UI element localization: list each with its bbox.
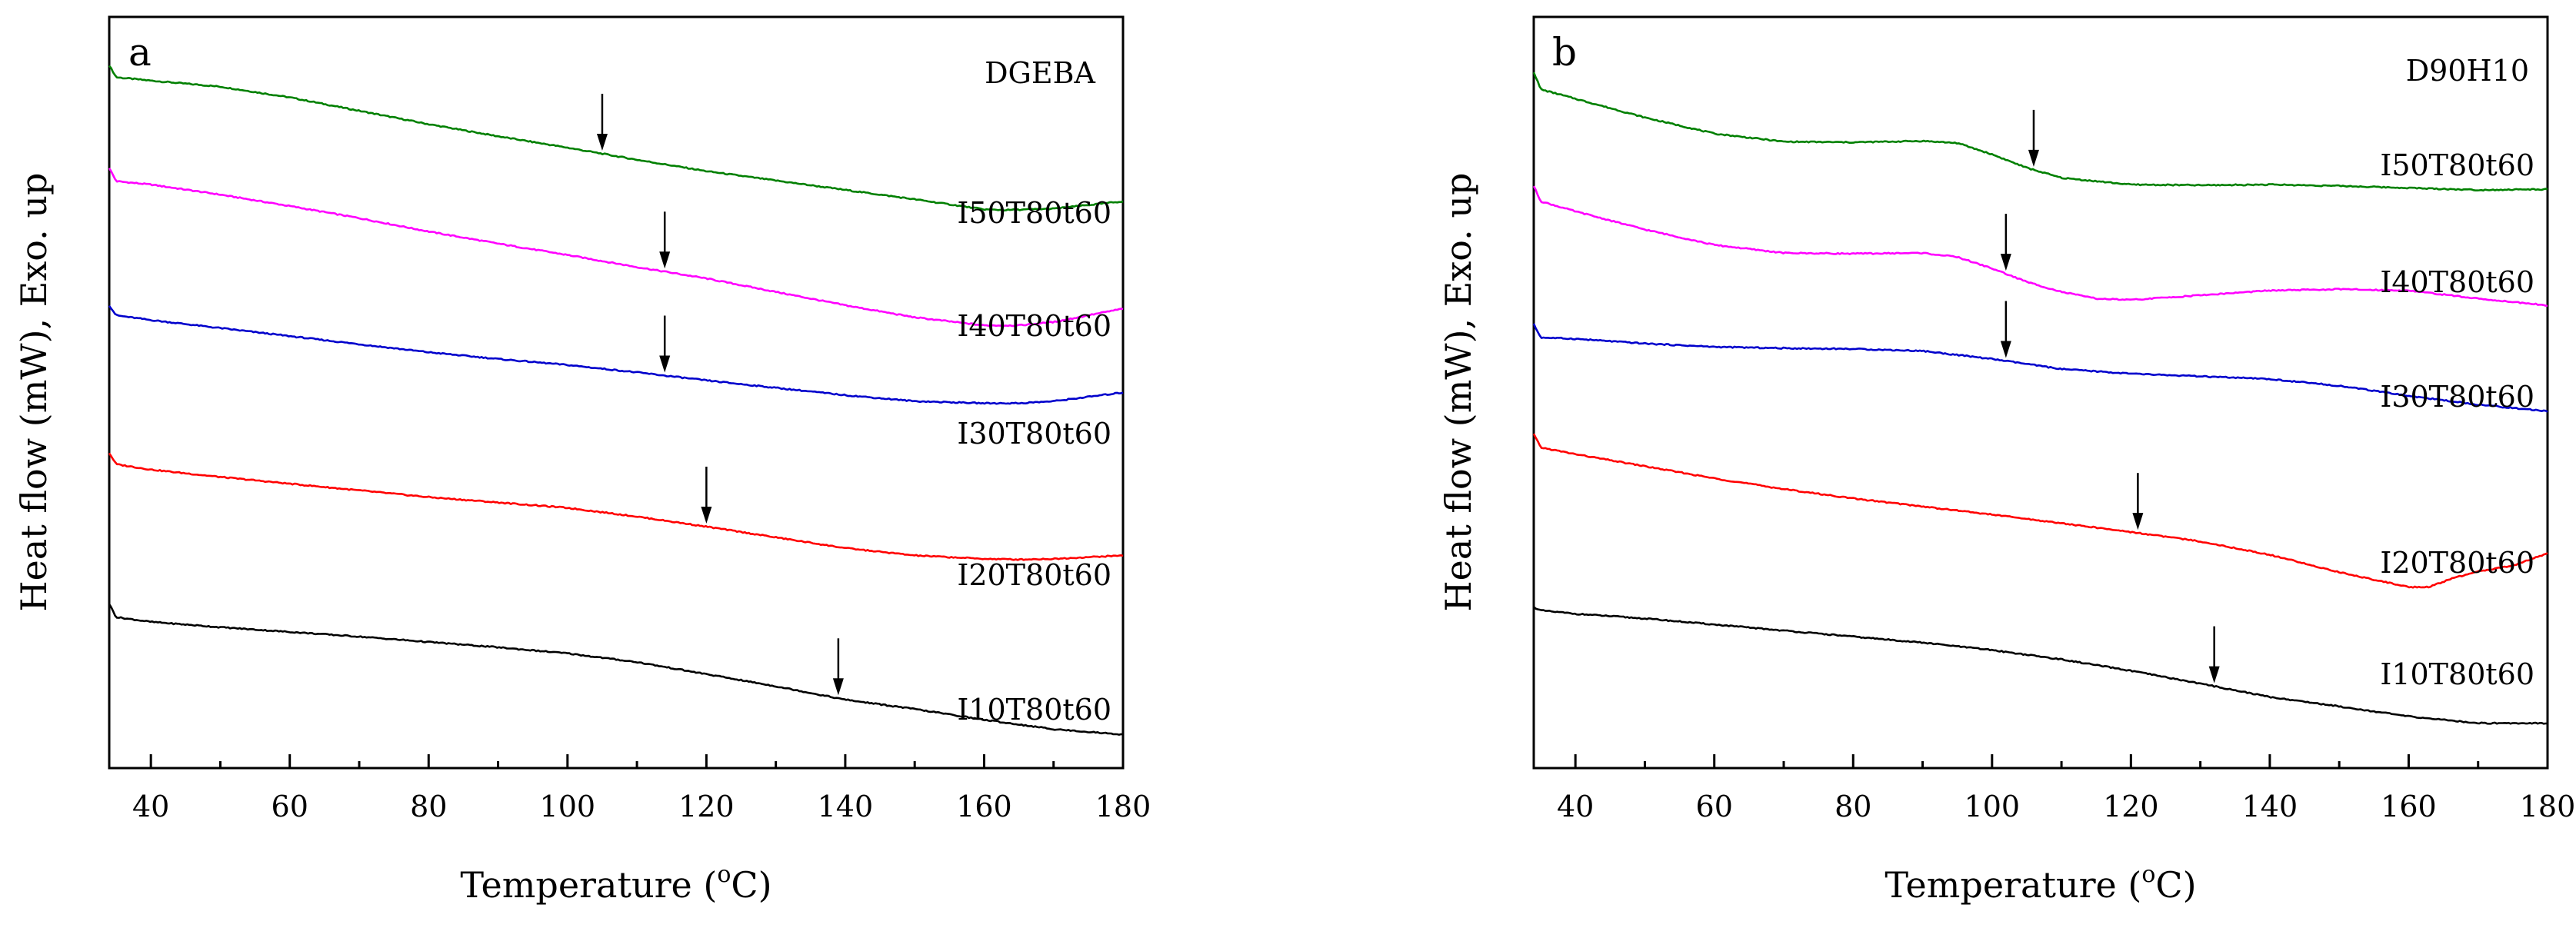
legend-label-series-1: I50T80t60: [957, 196, 1111, 230]
chart-panel-a: 40 60 80 100 120 140 160 180 a DGEBA I50T80t60 …: [13, 15, 1151, 906]
legend-label-series-2: I40T80t60: [2380, 265, 2534, 299]
x-axis-label-unit: C): [2155, 864, 2196, 906]
legend-label-series-3: I30T80t60: [957, 417, 1111, 451]
series-line-I10T80t60: [108, 604, 1124, 736]
x-axis-label-degree: o: [717, 861, 731, 888]
series-line-I50T80t60: [108, 65, 1124, 212]
legend-label-series-5: I10T80t60: [2380, 657, 2534, 691]
tg-arrow-head: [2000, 341, 2011, 358]
series-line-I20T80t60: [108, 452, 1124, 561]
x-tick-label: 80: [410, 790, 447, 823]
x-tick-label: 100: [1964, 790, 2021, 823]
x-tick-label: 60: [272, 790, 308, 823]
tg-arrow-head: [2000, 254, 2011, 271]
tg-arrow-head: [659, 251, 671, 269]
series-line-I40T80t60: [108, 168, 1124, 328]
x-axis-label: Temperature (oC): [460, 861, 771, 906]
series-line-I50T80t60: [1532, 72, 2548, 192]
x-tick-label: 180: [1095, 790, 1151, 823]
x-axis-ticks: 40 60 80 100 120 140 160 180: [1557, 754, 2575, 823]
tg-arrow-head: [701, 506, 712, 524]
x-tick-label: 120: [2103, 790, 2159, 823]
tg-arrow-head: [2208, 666, 2220, 684]
x-tick-label: 180: [2520, 790, 2576, 823]
series-line-I10T80t60: [1533, 606, 2548, 725]
x-tick-label: 40: [132, 790, 169, 823]
tg-arrow-head: [2132, 513, 2144, 531]
x-tick-label: 160: [2381, 790, 2437, 823]
legend-label-series-4: I20T80t60: [2380, 546, 2534, 580]
x-axis-label-unit: C): [731, 864, 771, 906]
y-axis-label: Heat flow (mW), Exo. up: [1438, 172, 1479, 611]
tg-arrow-head: [596, 133, 608, 151]
legend-label-series-3: I30T80t60: [2380, 380, 2534, 414]
series-line-I30T80t60: [108, 305, 1124, 405]
glass-transition-arrows: [596, 93, 844, 696]
series-line-I30T80t60: [1532, 323, 2548, 413]
x-axis-label-degree: o: [2141, 861, 2155, 888]
x-tick-label: 80: [1835, 790, 1871, 823]
x-tick-label: 100: [540, 790, 596, 823]
series-lines: [108, 65, 1124, 736]
plot-frame: [108, 15, 1125, 770]
series-line-I20T80t60: [1532, 433, 2548, 589]
x-tick-label: 140: [818, 790, 874, 823]
y-axis-label: Heat flow (mW), Exo. up: [13, 172, 55, 611]
legend-label-series-5: I10T80t60: [957, 693, 1111, 727]
tg-arrow-head: [659, 355, 671, 373]
x-tick-label: 160: [956, 790, 1012, 823]
x-tick-label: 60: [1696, 790, 1733, 823]
glass-transition-arrows: [2000, 109, 2220, 684]
legend-label-series-1: I50T80t60: [2380, 148, 2534, 182]
x-tick-label: 140: [2242, 790, 2298, 823]
tg-arrow-head: [832, 678, 844, 696]
panel-label: a: [128, 30, 152, 75]
panel-title: DGEBA: [985, 56, 1095, 90]
x-axis-label-main: Temperature (: [1885, 864, 2141, 906]
legend-label-series-2: I40T80t60: [957, 309, 1111, 343]
x-tick-label: 120: [678, 790, 735, 823]
x-axis-ticks: 40 60 80 100 120 140 160 180: [132, 754, 1151, 823]
panel-label: b: [1552, 30, 1577, 75]
series-line-I40T80t60: [1532, 185, 2548, 308]
chart-panel-b: 40 60 80 100 120 140 160 180 b D90H10 I50T80t60…: [1438, 15, 2575, 906]
x-axis-label-main: Temperature (: [460, 864, 717, 906]
legend-label-series-4: I20T80t60: [957, 558, 1111, 592]
series-lines: [1532, 72, 2548, 725]
x-axis-label: Temperature (oC): [1885, 861, 2196, 906]
x-tick-label: 40: [1557, 790, 1594, 823]
plot-frame: [1532, 15, 2549, 770]
tg-arrow-head: [2028, 149, 2039, 167]
panel-title: D90H10: [2406, 54, 2529, 88]
